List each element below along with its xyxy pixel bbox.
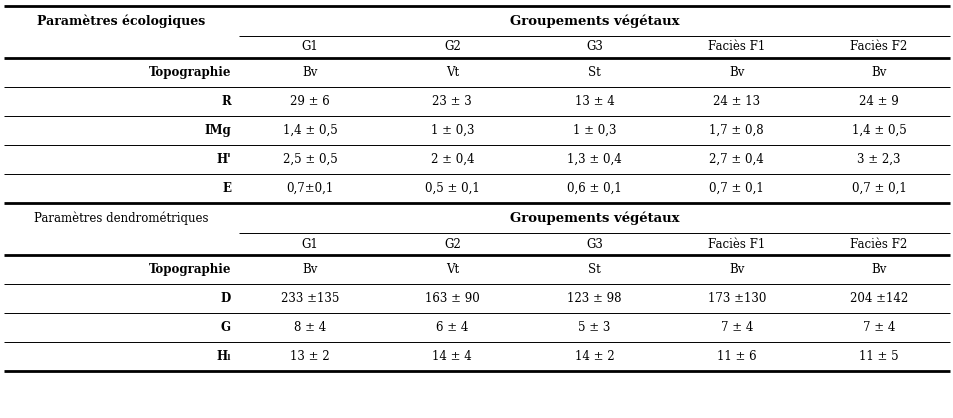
Text: 8 ± 4: 8 ± 4	[294, 321, 326, 334]
Text: Faciès F1: Faciès F1	[707, 237, 764, 250]
Text: 14 ± 2: 14 ± 2	[574, 350, 614, 363]
Text: Bv: Bv	[870, 263, 885, 276]
Text: G: G	[221, 321, 231, 334]
Text: Bv: Bv	[870, 66, 885, 79]
Text: 24 ± 9: 24 ± 9	[858, 95, 898, 108]
Text: IMg: IMg	[204, 124, 231, 137]
Text: 13 ± 2: 13 ± 2	[290, 350, 330, 363]
Text: 11 ± 6: 11 ± 6	[716, 350, 756, 363]
Text: St: St	[587, 66, 600, 79]
Text: 6 ± 4: 6 ± 4	[436, 321, 468, 334]
Text: Topographie: Topographie	[149, 263, 231, 276]
Text: 29 ± 6: 29 ± 6	[290, 95, 330, 108]
Text: 0,7 ± 0,1: 0,7 ± 0,1	[709, 182, 763, 195]
Text: G1: G1	[301, 41, 318, 54]
Text: 173 ±130: 173 ±130	[707, 292, 765, 305]
Text: 13 ± 4: 13 ± 4	[574, 95, 614, 108]
Text: 204 ±142: 204 ±142	[849, 292, 907, 305]
Text: Bv: Bv	[728, 263, 743, 276]
Text: Faciès F2: Faciès F2	[849, 41, 906, 54]
Text: 5 ± 3: 5 ± 3	[578, 321, 610, 334]
Text: 1,7 ± 0,8: 1,7 ± 0,8	[709, 124, 763, 137]
Text: 0,7±0,1: 0,7±0,1	[286, 182, 334, 195]
Text: 24 ± 13: 24 ± 13	[713, 95, 760, 108]
Text: 2 ± 0,4: 2 ± 0,4	[430, 153, 474, 166]
Text: 23 ± 3: 23 ± 3	[432, 95, 472, 108]
Text: 2,7 ± 0,4: 2,7 ± 0,4	[709, 153, 763, 166]
Text: 1 ± 0,3: 1 ± 0,3	[572, 124, 616, 137]
Text: Hₗ: Hₗ	[216, 350, 231, 363]
Text: Faciès F2: Faciès F2	[849, 237, 906, 250]
Text: 0,6 ± 0,1: 0,6 ± 0,1	[566, 182, 621, 195]
Text: 7 ± 4: 7 ± 4	[862, 321, 894, 334]
Text: G3: G3	[585, 41, 602, 54]
Text: G2: G2	[443, 41, 460, 54]
Text: G3: G3	[585, 237, 602, 250]
Text: 123 ± 98: 123 ± 98	[567, 292, 621, 305]
Text: 233 ±135: 233 ±135	[280, 292, 339, 305]
Text: 163 ± 90: 163 ± 90	[424, 292, 479, 305]
Text: Paramètres dendrométriques: Paramètres dendrométriques	[34, 211, 209, 225]
Text: Bv: Bv	[728, 66, 743, 79]
Text: 0,5 ± 0,1: 0,5 ± 0,1	[424, 182, 479, 195]
Text: 3 ± 2,3: 3 ± 2,3	[856, 153, 900, 166]
Text: D: D	[220, 292, 231, 305]
Text: G1: G1	[301, 237, 318, 250]
Text: St: St	[587, 263, 600, 276]
Text: G2: G2	[443, 237, 460, 250]
Text: R: R	[221, 95, 231, 108]
Text: Paramètres écologiques: Paramètres écologiques	[37, 14, 206, 28]
Text: Bv: Bv	[302, 263, 317, 276]
Text: 7 ± 4: 7 ± 4	[720, 321, 752, 334]
Text: Vt: Vt	[445, 66, 458, 79]
Text: Groupements végétaux: Groupements végétaux	[509, 14, 679, 28]
Text: 1,4 ± 0,5: 1,4 ± 0,5	[851, 124, 905, 137]
Text: H': H'	[216, 153, 231, 166]
Text: 1,3 ± 0,4: 1,3 ± 0,4	[566, 153, 621, 166]
Text: 1 ± 0,3: 1 ± 0,3	[430, 124, 474, 137]
Text: E: E	[222, 182, 231, 195]
Text: Vt: Vt	[445, 263, 458, 276]
Text: 1,4 ± 0,5: 1,4 ± 0,5	[282, 124, 337, 137]
Text: Bv: Bv	[302, 66, 317, 79]
Text: 14 ± 4: 14 ± 4	[432, 350, 472, 363]
Text: 0,7 ± 0,1: 0,7 ± 0,1	[851, 182, 905, 195]
Text: 11 ± 5: 11 ± 5	[859, 350, 898, 363]
Text: Groupements végétaux: Groupements végétaux	[509, 211, 679, 225]
Text: Faciès F1: Faciès F1	[707, 41, 764, 54]
Text: 2,5 ± 0,5: 2,5 ± 0,5	[282, 153, 337, 166]
Text: Topographie: Topographie	[149, 66, 231, 79]
